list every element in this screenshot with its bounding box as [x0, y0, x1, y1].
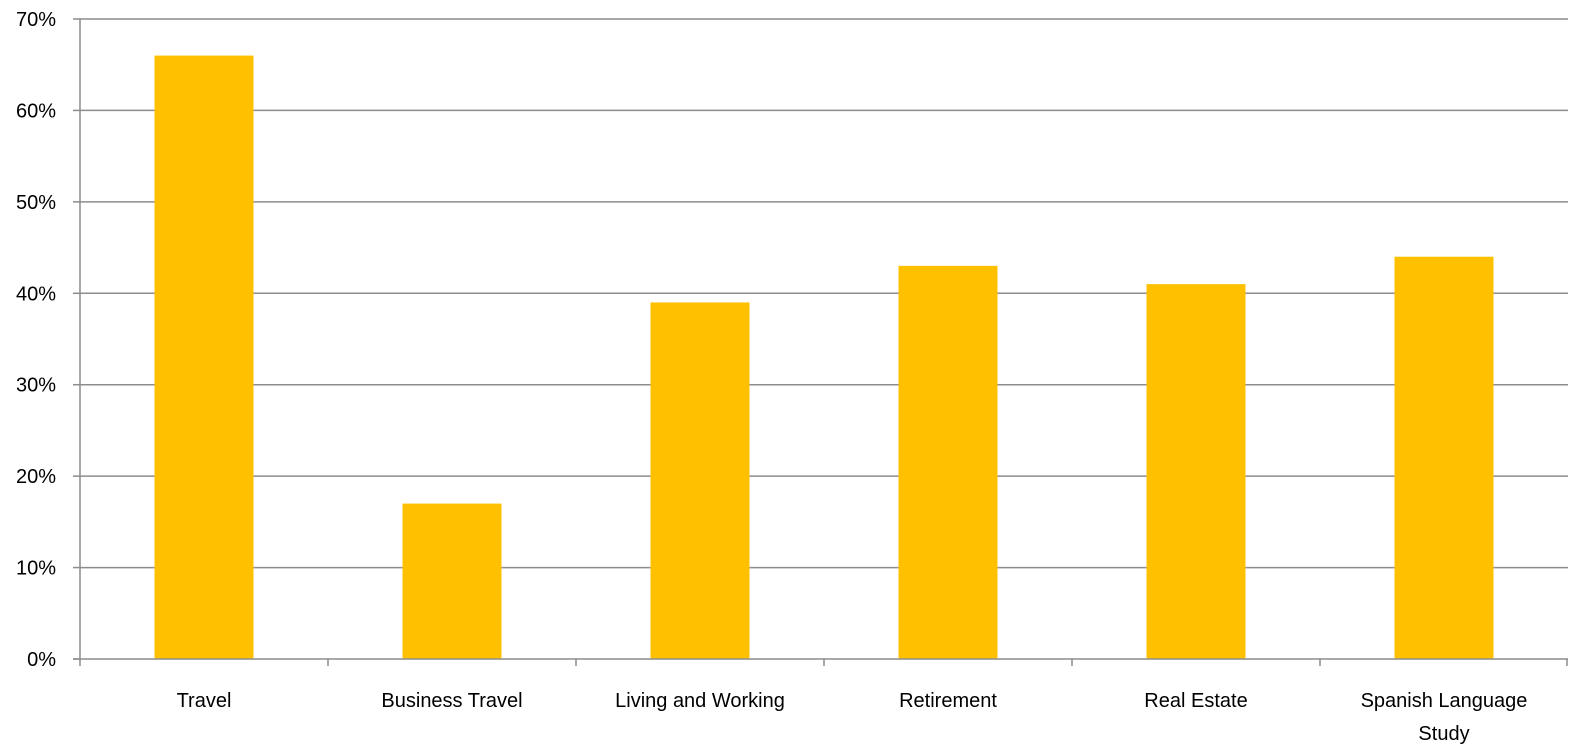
- y-tick-label: 30%: [16, 375, 56, 397]
- y-tick-label: 20%: [16, 466, 56, 488]
- y-tick-label: 10%: [16, 558, 56, 580]
- bar-2: [402, 503, 502, 659]
- bars: [154, 55, 1494, 660]
- x-category-label: Business Travel: [381, 690, 522, 712]
- y-axis-tick-labels: 0% 10% 20% 30% 40% 50% 60% 70%: [16, 9, 56, 671]
- x-category-label: Living and Working: [615, 690, 785, 712]
- bar-5: [1146, 284, 1246, 659]
- x-category-label: Travel: [177, 690, 232, 712]
- y-tick-label: 50%: [16, 192, 56, 214]
- y-tick-label: 70%: [16, 9, 56, 31]
- axes: [73, 18, 1568, 666]
- bar-4: [898, 265, 998, 659]
- y-tick-label: 0%: [27, 649, 56, 671]
- bar-1: [154, 55, 254, 660]
- x-category-label: Real Estate: [1144, 690, 1247, 712]
- bar-6: [1394, 256, 1494, 659]
- x-axis-category-labels: Travel Business Travel Living and Working R…: [177, 690, 1528, 745]
- x-category-label: Spanish Language Study: [1361, 690, 1528, 745]
- bar-3: [650, 302, 750, 659]
- gridlines: [80, 18, 1568, 569]
- x-category-label: Retirement: [899, 690, 997, 712]
- y-tick-label: 60%: [16, 100, 56, 122]
- y-tick-label: 40%: [16, 283, 56, 305]
